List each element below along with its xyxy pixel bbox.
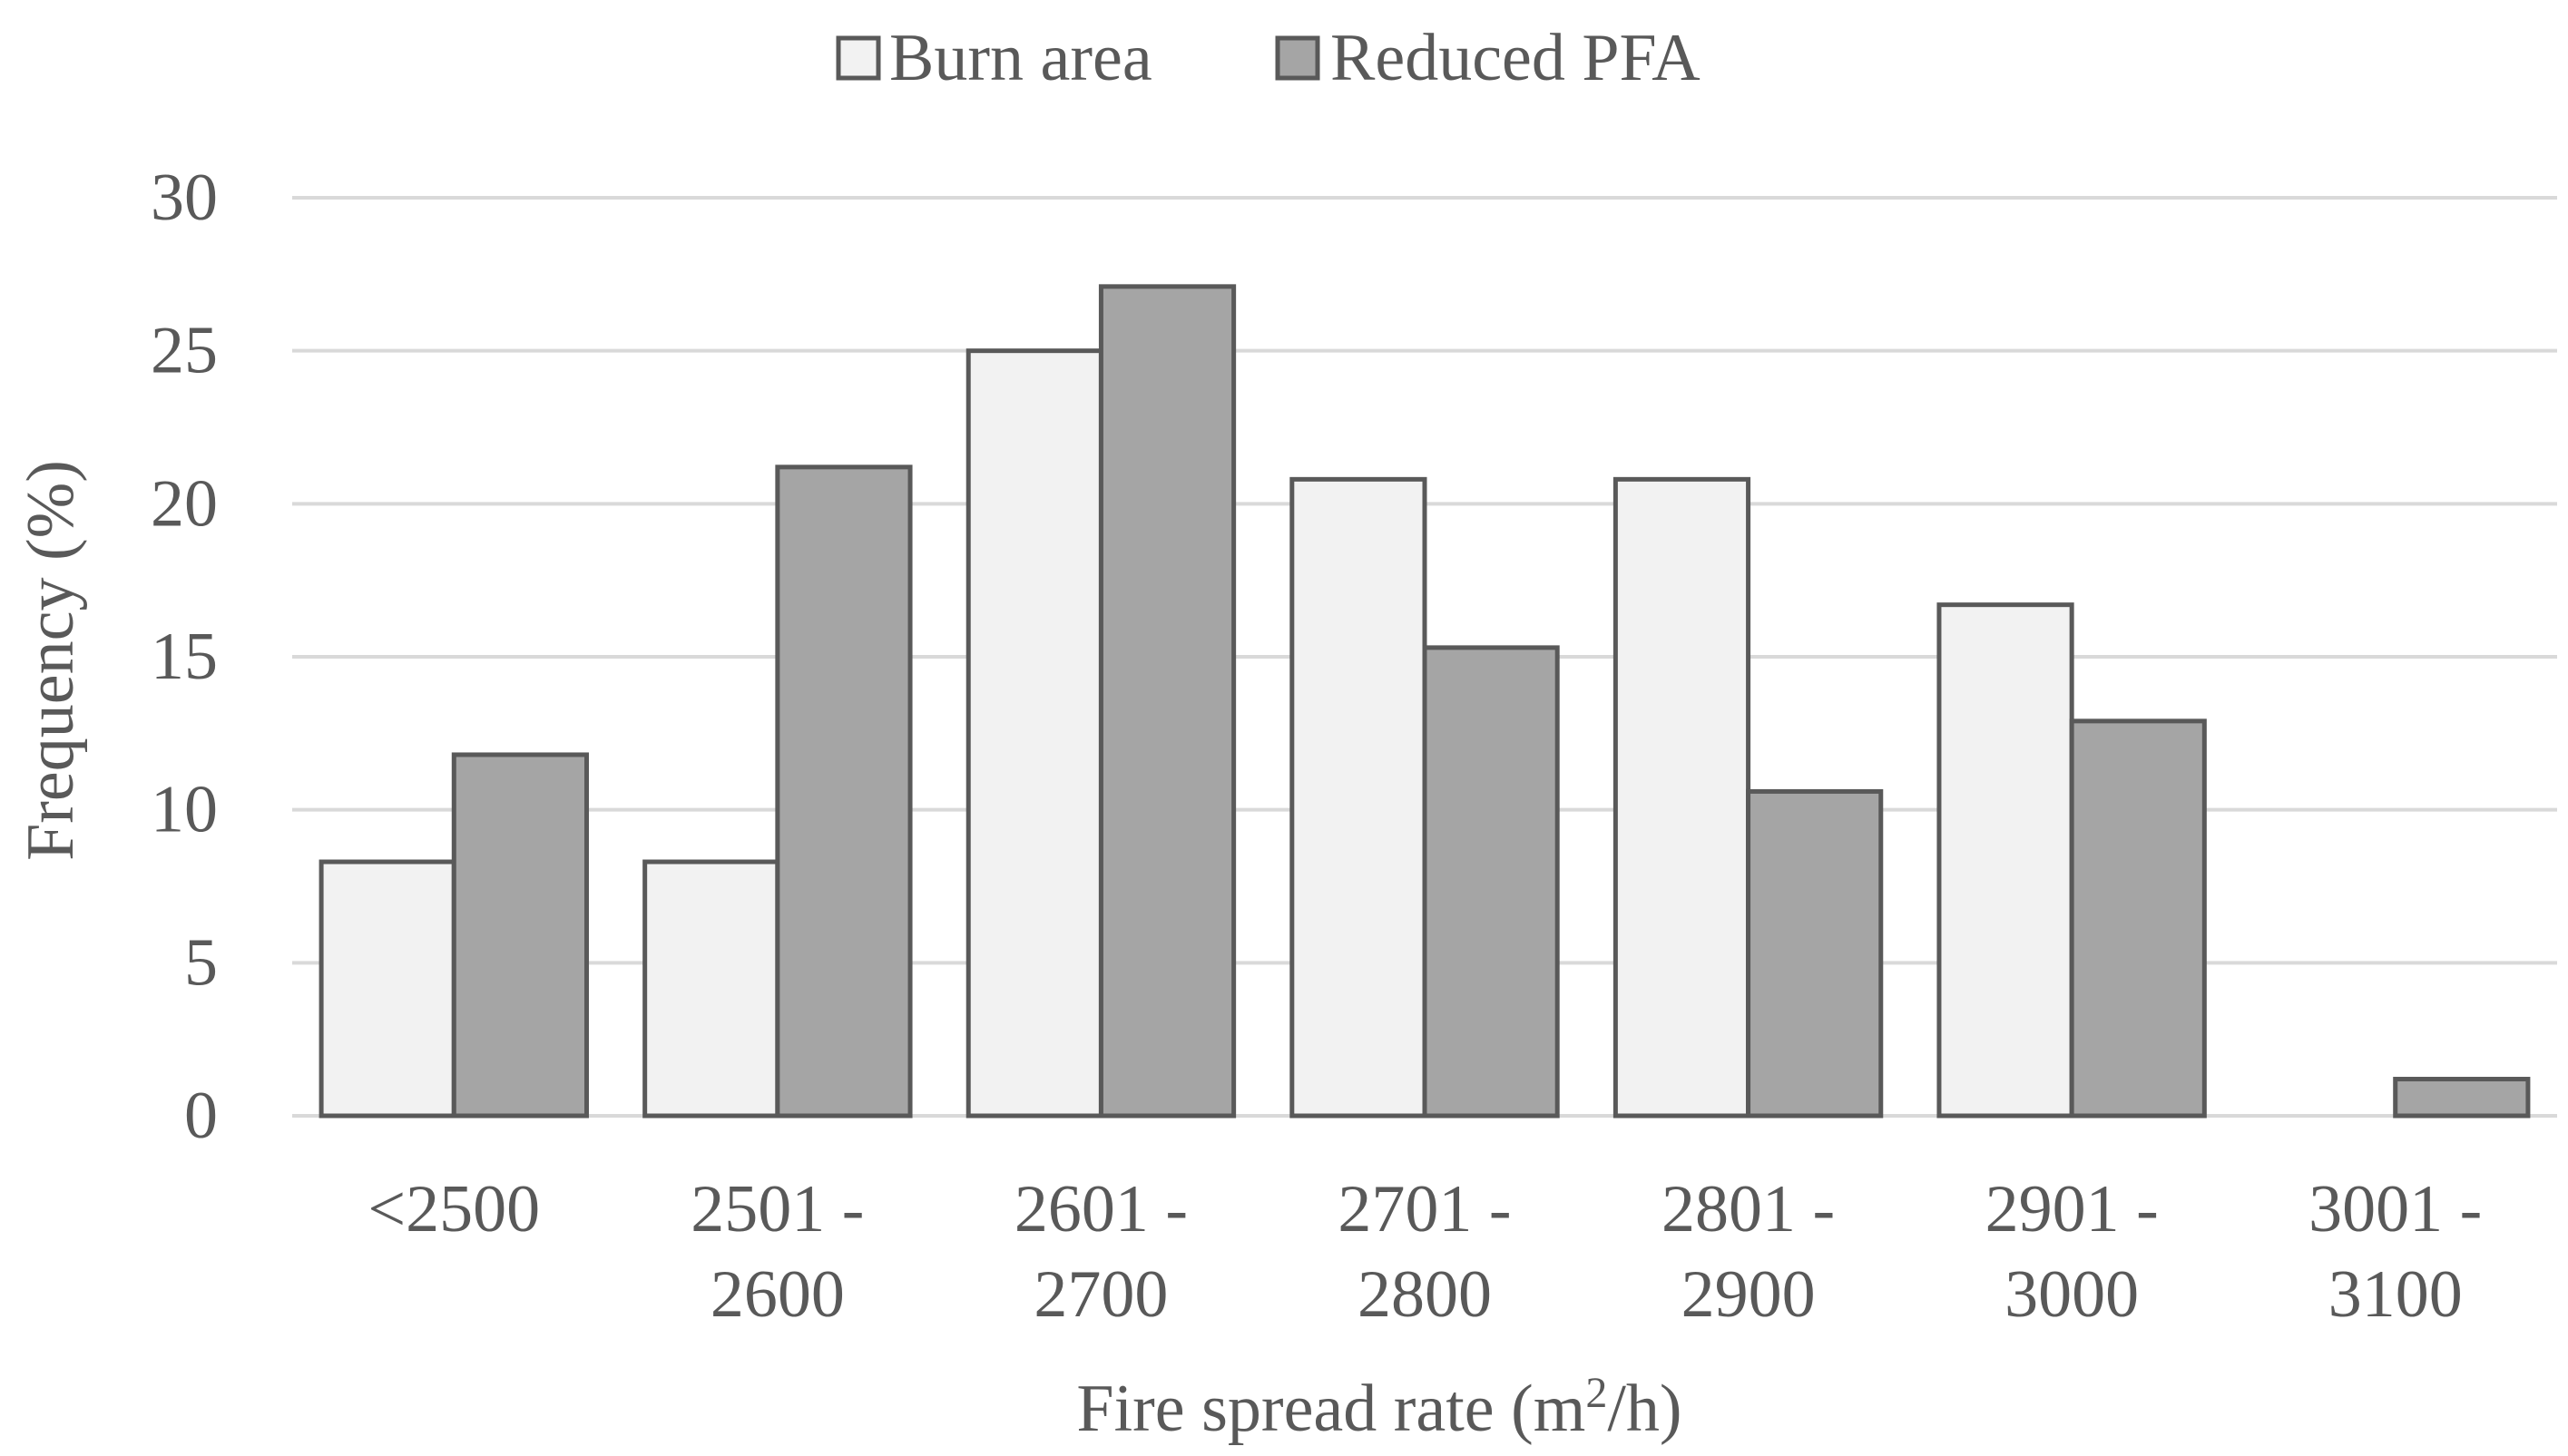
y-axis-title: Frequency (%) (14, 460, 88, 861)
x-tick-label: 2901 - (1985, 1172, 2159, 1246)
bar-burn-area (1289, 476, 1427, 1119)
y-tick-label: 15 (151, 620, 218, 694)
bar-burn-area (1612, 476, 1751, 1119)
bars-layer (319, 284, 2531, 1119)
x-tick-label: 2601 - (1014, 1172, 1188, 1246)
y-tick-label: 5 (184, 925, 218, 1000)
bar-burn-area (642, 859, 780, 1119)
legend-label: Burn area (889, 21, 1152, 95)
x-tick-label: 2501 - (691, 1172, 864, 1246)
x-tick-label: 2801 - (1661, 1172, 1835, 1246)
bar-burn-area (1936, 602, 2074, 1119)
x-tick-label: <2500 (368, 1172, 540, 1246)
x-axis-title-rest: /h) (1607, 1372, 1681, 1446)
x-axis-title-main: Fire spread rate (m (1076, 1372, 1585, 1446)
x-tick-label: 2600 (711, 1257, 845, 1332)
legend-swatch (1275, 35, 1320, 81)
x-tick-label: 2900 (1681, 1257, 1816, 1332)
bar-reduced-pfa (775, 464, 913, 1119)
bar-reduced-pfa (2393, 1077, 2531, 1119)
bar-reduced-pfa (1098, 284, 1237, 1119)
x-tick-label: 2701 - (1338, 1172, 1511, 1246)
x-tick-label: 3001 - (2308, 1172, 2482, 1246)
y-tick-label: 10 (151, 773, 218, 847)
x-axis-title: Fire spread rate (m2/h) (1076, 1369, 1681, 1446)
x-tick-label: 2700 (1034, 1257, 1168, 1332)
bar-reduced-pfa (451, 752, 589, 1119)
bar-reduced-pfa (1746, 788, 1884, 1119)
bar-reduced-pfa (1422, 645, 1560, 1119)
y-tick-label: 20 (151, 466, 218, 541)
x-tick-label: 2800 (1358, 1257, 1492, 1332)
y-tick-labels: 0 5 10 15 20 25 30 (151, 161, 218, 1153)
x-tick-labels: <2500 2501 - 2600 2601 - 2700 2701 - 2800 2801 … (368, 1172, 2482, 1332)
x-tick-label: 3100 (2328, 1257, 2463, 1332)
legend-label: Reduced PFA (1330, 21, 1701, 95)
y-tick-label: 25 (151, 314, 218, 388)
y-tick-label: 0 (184, 1079, 218, 1153)
x-axis-title-superscript: 2 (1585, 1369, 1607, 1417)
legend: Burn area Reduced PFA (836, 21, 1701, 95)
x-tick-label: 3000 (2004, 1257, 2139, 1332)
y-tick-label: 30 (151, 161, 218, 235)
bar-burn-area (965, 348, 1103, 1119)
bar-reduced-pfa (2069, 718, 2207, 1119)
legend-swatch (836, 35, 881, 81)
bar-burn-area (319, 859, 456, 1119)
